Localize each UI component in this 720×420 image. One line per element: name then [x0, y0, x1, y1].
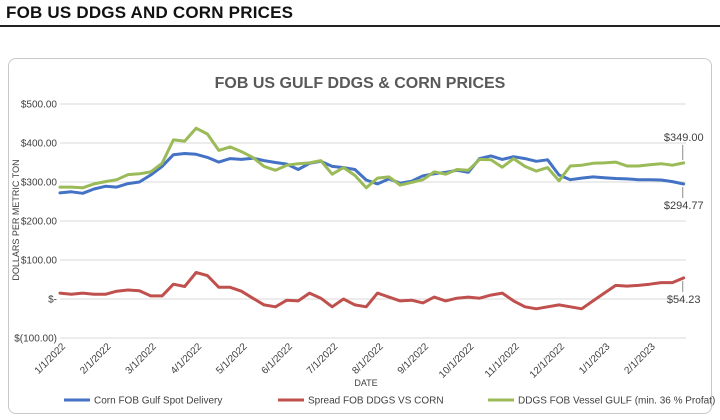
chart-title: FOB US GULF DDGS & CORN PRICES: [215, 75, 506, 92]
y-axis-label: DOLLARS PER METRIC TON: [11, 159, 21, 280]
x-tick-label: 1/1/2022: [33, 341, 69, 377]
y-tick-label: $100.00: [21, 256, 58, 267]
y-tick-label: $300.00: [21, 178, 58, 189]
spread-series-line: [58, 271, 686, 311]
y-tick-label: $200.00: [21, 217, 58, 228]
x-tick-label: 8/1/2022: [350, 341, 386, 377]
x-tick-label: 7/1/2022: [305, 341, 341, 377]
legend-ddgs-label: DDGS FOB Vessel GULF (min. 36 % Profat): [518, 396, 715, 407]
chart-frame: [8, 58, 712, 414]
x-tick-label: 2/1/2023: [623, 341, 659, 377]
x-tick-label: 10/1/2022: [437, 341, 477, 381]
x-tick-label: 9/1/2022: [396, 341, 432, 377]
ddgs-series-line: [58, 126, 686, 190]
corn-end-label: $294.77: [664, 200, 704, 212]
y-tick-label: $(100.00): [14, 334, 57, 345]
y-tick-label: $500.00: [21, 100, 58, 111]
x-axis-label: DATE: [354, 378, 377, 388]
x-tick-label: 12/1/2022: [528, 341, 568, 381]
y-tick-label: $400.00: [21, 139, 58, 150]
x-tick-label: 6/1/2022: [260, 341, 296, 377]
x-tick-label: 1/1/2023: [577, 341, 613, 377]
x-tick-label: 5/1/2022: [214, 341, 250, 377]
x-tick-label: 11/1/2022: [483, 341, 522, 380]
x-tick-label: 2/1/2022: [78, 341, 114, 377]
spread-end-label: $54.23: [667, 294, 701, 306]
y-tick-label: $-: [48, 295, 57, 306]
title-underline: [0, 25, 720, 27]
legend-spread-label: Spread FOB DDGS VS CORN: [308, 396, 444, 407]
page-title: FOB US DDGS AND CORN PRICES: [6, 3, 294, 22]
ddgs-end-label: $349.00: [664, 132, 704, 144]
legend-corn-label: Corn FOB Gulf Spot Delivery: [94, 396, 222, 407]
x-tick-label: 3/1/2022: [124, 341, 160, 377]
corn-series-line: [58, 152, 686, 195]
x-tick-label: 4/1/2022: [169, 341, 205, 377]
